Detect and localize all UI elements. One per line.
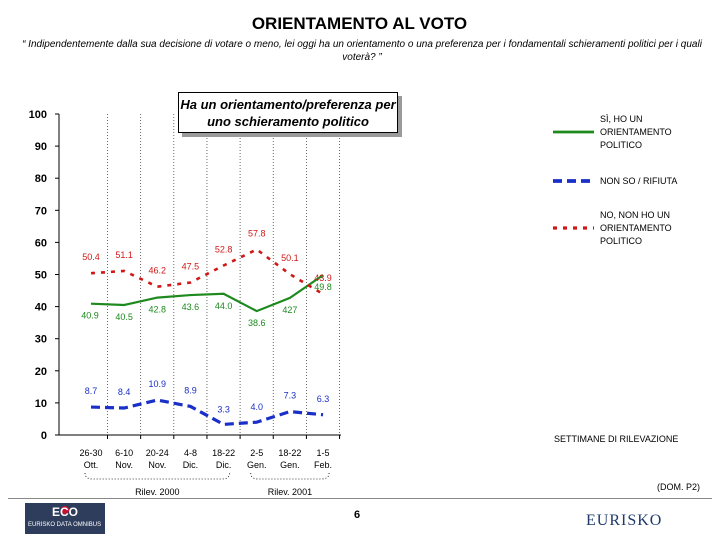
data-label: 7.3 bbox=[284, 391, 297, 401]
x-tick-label: 18-22 bbox=[278, 448, 301, 458]
eco-logo-dot bbox=[61, 506, 69, 514]
legend-label: ORIENTAMENTO bbox=[600, 223, 672, 233]
y-tick-label: 100 bbox=[29, 109, 47, 121]
x-tick-label: Nov. bbox=[148, 460, 166, 470]
axes-layer: 0 10 20 30 40 50 60 70 80 90 100 26-30 Ott. 6-10 Nov. 2… bbox=[29, 109, 341, 497]
data-label: 47.5 bbox=[182, 262, 200, 272]
data-label: 40.9 bbox=[81, 311, 99, 321]
data-label: 3.3 bbox=[217, 404, 230, 414]
data-label: 38.6 bbox=[248, 318, 266, 328]
page-number: 6 bbox=[354, 509, 361, 521]
line-chart: 0 10 20 30 40 50 60 70 80 90 100 26-30 Ott. 6-10 Nov. 2… bbox=[29, 109, 678, 497]
group-bracket bbox=[250, 472, 330, 480]
legend-label: NON SO / RIFIUTA bbox=[600, 176, 677, 186]
x-tick-label: 2-5 bbox=[250, 448, 263, 458]
x-tick-label: 6-10 bbox=[115, 448, 133, 458]
y-tick-label: 30 bbox=[35, 334, 47, 346]
data-label: 43.9 bbox=[314, 273, 332, 283]
data-label: 42.8 bbox=[149, 305, 167, 315]
group-label: Rilev. 2001 bbox=[268, 487, 312, 497]
y-tick-label: 20 bbox=[35, 366, 47, 378]
y-tick-label: 10 bbox=[35, 398, 47, 410]
x-tick-label: Feb. bbox=[314, 460, 332, 470]
group-label: Rilev. 2000 bbox=[135, 487, 179, 497]
data-label: 51.1 bbox=[115, 250, 133, 260]
x-tick-label: 18-22 bbox=[212, 448, 235, 458]
y-tick-label: 90 bbox=[35, 141, 47, 153]
data-label: 50.1 bbox=[281, 253, 299, 263]
legend-label: POLITICO bbox=[600, 236, 642, 246]
data-label: 427 bbox=[282, 305, 297, 315]
data-label: 8.9 bbox=[184, 385, 197, 395]
eco-logo-tagline: EURISKO DATA OMNIBUS bbox=[28, 522, 102, 528]
data-label: 50.4 bbox=[82, 252, 100, 262]
x-tick-label: 20-24 bbox=[146, 448, 169, 458]
data-label: 6.3 bbox=[317, 394, 330, 404]
legend-label: NO, NON HO UN bbox=[600, 210, 670, 220]
data-label: 40.5 bbox=[115, 312, 133, 322]
eurisko-logo: EURISKO bbox=[586, 512, 663, 529]
source-reference: (DOM. P2) bbox=[657, 482, 701, 492]
data-label: 44.0 bbox=[215, 301, 233, 311]
y-tick-label: 60 bbox=[35, 237, 47, 249]
legend-label: ORIENTAMENTO bbox=[600, 127, 672, 137]
y-tick-label: 70 bbox=[35, 205, 47, 217]
x-tick-label: 26-30 bbox=[79, 448, 102, 458]
footer-divider bbox=[8, 498, 712, 499]
x-tick-label: Gen. bbox=[247, 460, 267, 470]
legend-label: SÌ, HO UN bbox=[600, 114, 643, 124]
x-tick-label: Dic. bbox=[216, 460, 232, 470]
page-title: ORIENTAMENTO AL VOTO bbox=[251, 14, 468, 33]
series-line-2 bbox=[90, 247, 324, 296]
data-label: 10.9 bbox=[149, 379, 167, 389]
y-tick-label: 50 bbox=[35, 270, 47, 282]
data-label: 57.8 bbox=[248, 228, 266, 238]
x-axis-caption: SETTIMANE DI RILEVAZIONE bbox=[554, 434, 679, 444]
y-tick-label: 40 bbox=[35, 302, 47, 314]
grid-layer bbox=[107, 114, 340, 435]
y-tick-label: 80 bbox=[35, 173, 47, 185]
data-label: 52.8 bbox=[215, 245, 233, 255]
legend-label: POLITICO bbox=[600, 140, 642, 150]
y-tick-label: 0 bbox=[41, 430, 47, 442]
eco-logo-mark: ECO bbox=[52, 505, 79, 519]
x-tick-label: Dic. bbox=[183, 460, 199, 470]
chart-callout: Ha un orientamento/preferenza per uno sc… bbox=[178, 92, 398, 133]
data-label: 43.6 bbox=[182, 302, 200, 312]
group-bracket bbox=[84, 472, 230, 480]
data-label: 8.7 bbox=[85, 386, 98, 396]
x-tick-label: Nov. bbox=[115, 460, 133, 470]
x-tick-label: Ott. bbox=[84, 460, 99, 470]
data-label: 49.8 bbox=[314, 282, 332, 292]
series-line-0 bbox=[90, 274, 324, 313]
x-tick-label: 4-8 bbox=[184, 448, 197, 458]
x-tick-label: 1-5 bbox=[317, 448, 330, 458]
data-label: 4.0 bbox=[250, 402, 263, 412]
eco-logo: ECO EURISKO DATA OMNIBUS bbox=[25, 503, 105, 534]
series-line-1 bbox=[90, 398, 324, 427]
data-label: 8.4 bbox=[118, 387, 131, 397]
series-layer bbox=[90, 247, 324, 427]
data-labels-layer: 40.9 40.5 42.8 43.6 44.0 38.6 427 49.8 8.7 8.4 10.… bbox=[81, 228, 332, 414]
x-tick-label: Gen. bbox=[280, 460, 300, 470]
data-label: 46.2 bbox=[149, 266, 167, 276]
survey-question: “ Indipendentemente dalla sua decisione … bbox=[22, 39, 702, 63]
legend: SÌ, HO UN ORIENTAMENTO POLITICO NON SO / RI… bbox=[553, 114, 677, 246]
